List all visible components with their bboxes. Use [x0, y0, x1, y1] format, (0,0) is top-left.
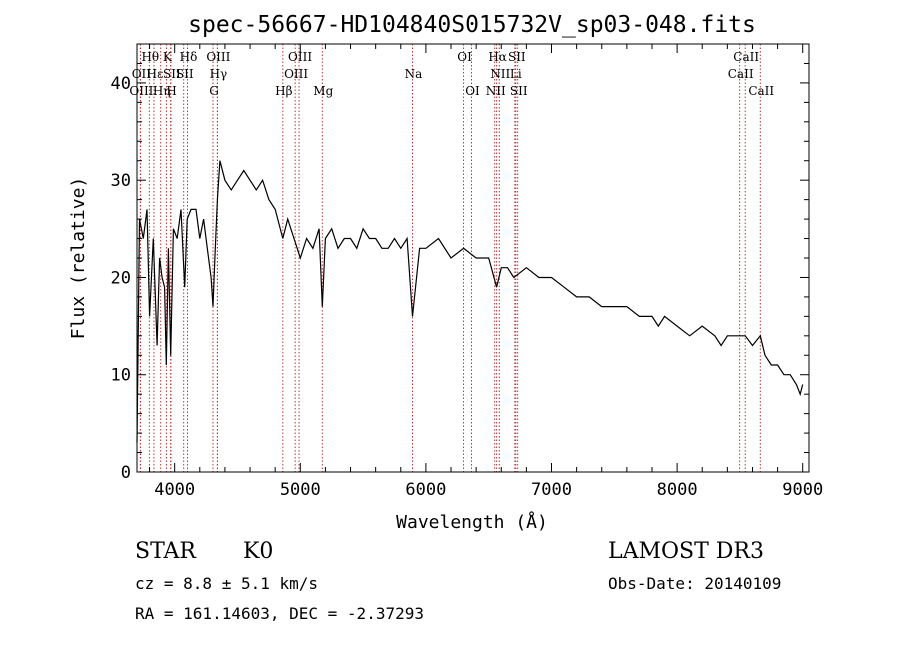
- spectral-line-label: SII: [508, 50, 526, 64]
- x-tick-label: 8000: [657, 480, 698, 500]
- spectrum-line: [136, 160, 804, 443]
- spectral-line-label: NII: [490, 67, 510, 81]
- y-tick-label: 40: [111, 74, 131, 94]
- spectral-line-label: H: [166, 84, 176, 98]
- spectral-line-label: Hα: [488, 50, 507, 64]
- spectral-line-markers: [139, 44, 761, 472]
- spectral-line-label: Hθ: [141, 50, 159, 64]
- spectral-line-label: Hε: [147, 67, 164, 81]
- coordinates: RA = 161.14603, DEC = -2.37293: [135, 604, 424, 623]
- y-tick-label: 0: [121, 463, 131, 483]
- spectral-line-label: Mg: [313, 84, 333, 98]
- spectral-line-label: NII: [486, 84, 506, 98]
- object-subclass: K0: [243, 539, 274, 564]
- x-tick-label: 5000: [280, 480, 321, 500]
- spectral-line-label: Li: [510, 67, 522, 81]
- x-tick-label: 9000: [782, 480, 823, 500]
- spectral-line-label: SII: [510, 84, 528, 98]
- spectral-line-label: CaII: [728, 67, 754, 81]
- spectral-line-label: Hδ: [180, 50, 198, 64]
- axis-ticks: 4000 5000 6000 7000 8000 9000 0 10 20 30 40: [111, 43, 823, 500]
- spectral-line-label: G: [209, 84, 219, 98]
- y-tick-label: 10: [111, 366, 131, 386]
- spectral-line-label: Hβ: [275, 84, 292, 98]
- spectral-line-label: OI: [457, 50, 472, 64]
- spectral-line-label: OIII: [206, 50, 230, 64]
- object-class: STAR: [135, 539, 196, 564]
- spectral-line-label: Hγ: [210, 67, 228, 81]
- observation-date: Obs-Date: 20140109: [608, 574, 782, 593]
- redshift-velocity: cz = 8.8 ± 5.1 km/s: [135, 574, 319, 593]
- x-tick-label: 7000: [531, 480, 572, 500]
- spectral-line-label: OI: [465, 84, 480, 98]
- spectral-line-label: K: [163, 50, 173, 64]
- y-tick-label: 20: [111, 268, 131, 288]
- spectral-line-label: OIII: [129, 84, 153, 98]
- plot-frame: [136, 43, 810, 473]
- x-tick-label: 6000: [405, 480, 446, 500]
- spectral-line-label: Na: [405, 67, 423, 81]
- x-tick-label: 4000: [154, 480, 195, 500]
- spectral-line-label: CaII: [748, 84, 774, 98]
- survey-name: LAMOST DR3: [608, 539, 764, 564]
- x-axis-label: Wavelength (Å): [396, 511, 548, 533]
- spectral-line-label: OIII: [288, 50, 312, 64]
- spectral-line-label: SII: [163, 67, 181, 81]
- y-axis-label: Flux (relative): [68, 177, 89, 340]
- spectral-line-labels: HθOIIOIIIHεHηKSIIHHδSIIOIIIHγGOIIIOIIIHβ…: [129, 50, 774, 98]
- spectral-line-label: OIII: [284, 67, 308, 81]
- spectral-line-label: SII: [176, 67, 194, 81]
- spectral-line-label: CaII: [733, 50, 759, 64]
- chart-title: spec-56667-HD104840S015732V_sp03-048.fit…: [188, 12, 756, 38]
- spectral-line-label: Hη: [153, 84, 171, 98]
- y-tick-label: 30: [111, 171, 131, 191]
